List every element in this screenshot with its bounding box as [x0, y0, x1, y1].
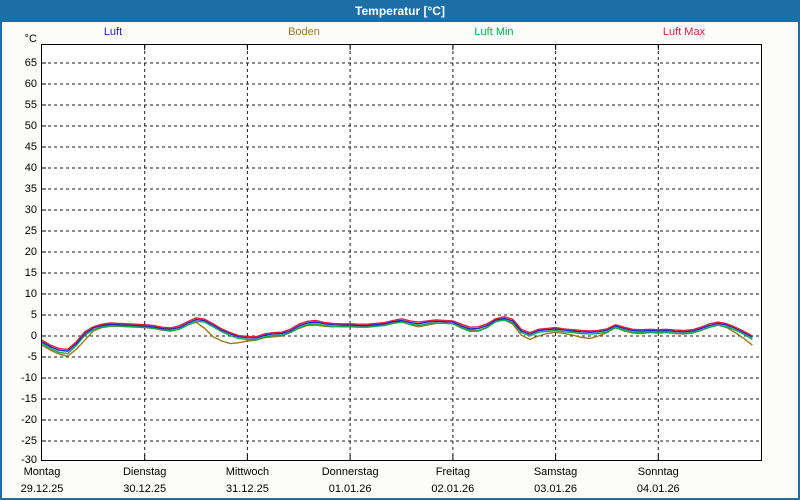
legend-item-luft: Luft [103, 26, 123, 38]
temperature-chart [42, 45, 761, 460]
y-tick-label: -30 [21, 454, 37, 466]
x-date-label: 29.12.25 [20, 483, 64, 495]
x-day-label: Samstag [533, 466, 578, 478]
y-axis-unit-label: °C [24, 33, 37, 45]
y-tick-label: 60 [24, 78, 37, 90]
y-tick-label: -10 [21, 372, 37, 384]
y-tick-label: -5 [27, 351, 37, 363]
y-tick-label: 55 [24, 99, 37, 111]
legend-item-boden: Boden [288, 26, 320, 38]
x-date-label: 04.01.26 [636, 483, 680, 495]
series-line-luft-min [42, 319, 753, 355]
x-date-label: 31.12.25 [226, 483, 269, 495]
y-tick-label: 30 [24, 204, 37, 216]
y-tick-label: 0 [30, 330, 37, 342]
y-tick-label: 10 [24, 288, 37, 300]
y-tick-label: -25 [21, 435, 37, 447]
y-tick-label: -20 [21, 414, 37, 426]
y-tick-label: 65 [24, 57, 37, 69]
y-tick-label: 20 [24, 246, 37, 258]
y-tick-label: 45 [24, 141, 37, 153]
y-tick-label: 40 [24, 162, 37, 174]
x-day-label: Sonntag [637, 466, 679, 478]
y-tick-label: 5 [30, 309, 37, 321]
y-tick-label: 35 [24, 183, 37, 195]
x-date-label: 30.12.25 [123, 483, 167, 495]
legend-item-luft-max: Luft Max [662, 26, 706, 38]
legend-item-luft-min: Luft Min [474, 26, 514, 38]
y-tick-label: 25 [24, 225, 37, 237]
y-tick-label: 15 [24, 267, 37, 279]
x-date-label: 01.01.26 [328, 483, 372, 495]
x-day-label: Freitag [435, 466, 470, 478]
series-line-luft-max [42, 315, 753, 351]
y-tick-label: -15 [21, 393, 37, 405]
x-day-label: Montag [23, 466, 61, 478]
y-tick-label: 50 [24, 120, 37, 132]
x-day-label: Dienstag [122, 466, 167, 478]
x-day-label: Mittwoch [225, 466, 270, 478]
x-date-label: 02.01.26 [431, 483, 475, 495]
title-bar: Temperatur [°C] [0, 0, 800, 22]
window-title: Temperatur [°C] [355, 4, 445, 18]
x-date-label: 03.01.26 [534, 483, 577, 495]
series-line-luft [42, 317, 753, 352]
plot-area [41, 44, 762, 461]
x-day-label: Donnerstag [321, 466, 379, 478]
